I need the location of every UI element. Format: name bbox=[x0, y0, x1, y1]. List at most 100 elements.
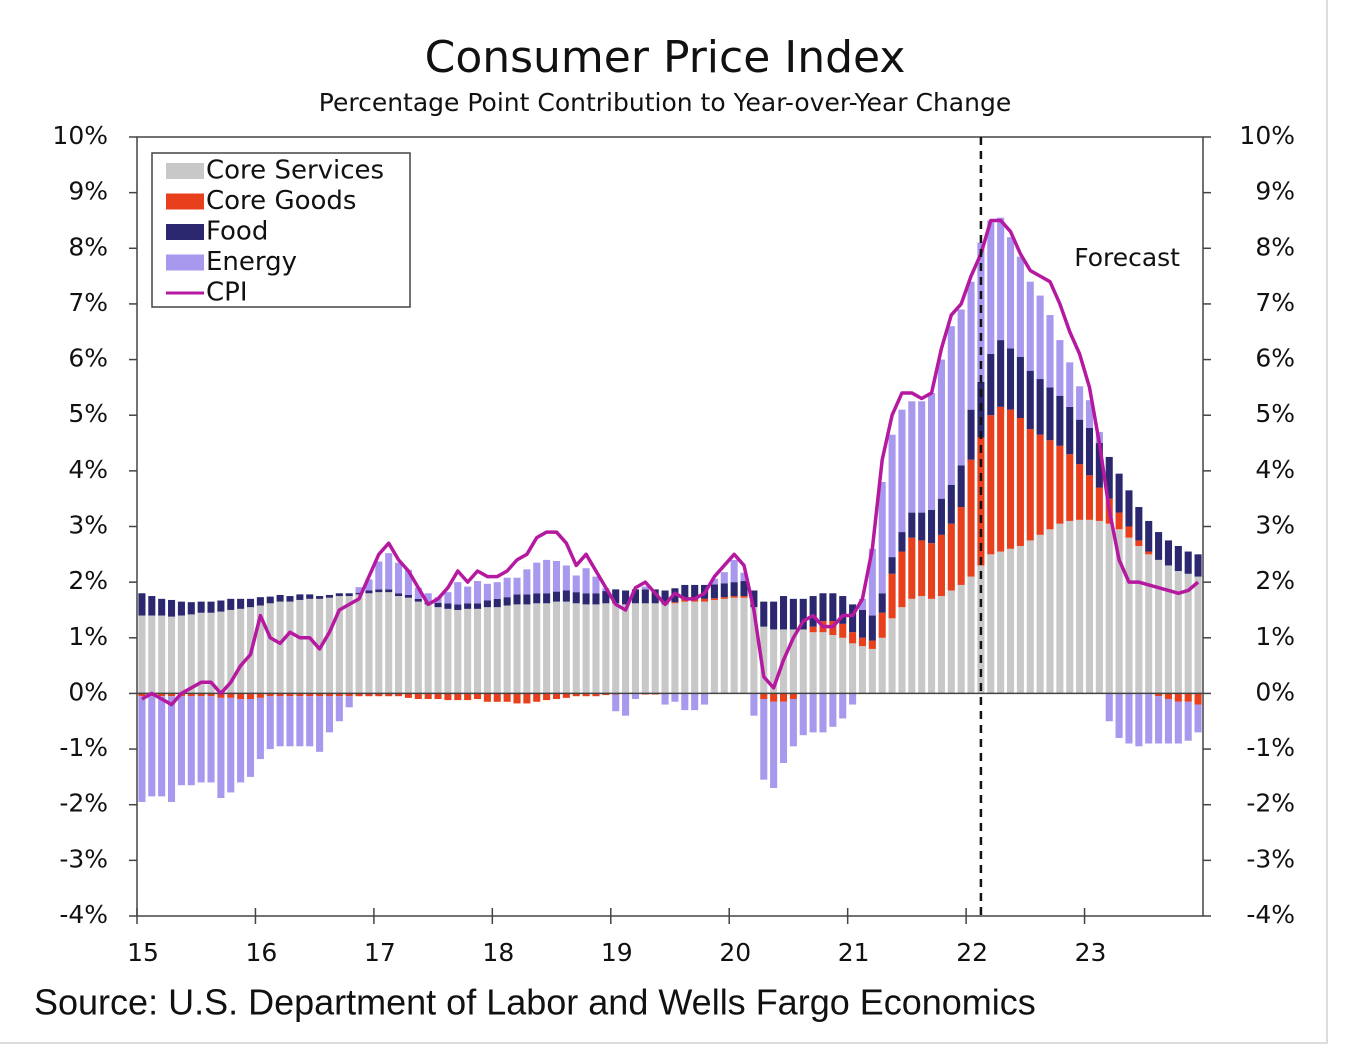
bar-segment bbox=[720, 583, 728, 598]
bar-segment bbox=[365, 590, 373, 594]
bar-segment bbox=[493, 598, 501, 608]
bar-segment bbox=[187, 614, 195, 694]
bar-segment bbox=[1085, 519, 1094, 694]
bar-segment bbox=[849, 643, 857, 694]
bar-segment bbox=[217, 697, 225, 799]
bar-segment bbox=[849, 604, 857, 633]
legend-label: Core Goods bbox=[206, 186, 356, 216]
bar-segment bbox=[355, 693, 363, 697]
y-tick-label: -3% bbox=[59, 844, 108, 873]
bar-segment bbox=[908, 512, 916, 538]
bar-segment bbox=[523, 604, 531, 694]
bar-segment bbox=[622, 604, 630, 694]
y2-tick-label: 4% bbox=[1255, 455, 1295, 484]
bar-segment bbox=[227, 598, 235, 610]
bar-segment bbox=[276, 601, 284, 694]
bar-segment bbox=[701, 601, 709, 694]
bar-segment bbox=[246, 693, 255, 699]
bar-segment bbox=[1115, 693, 1123, 738]
bar-segment bbox=[306, 594, 314, 599]
bar-segment bbox=[809, 693, 817, 733]
bar-segment bbox=[345, 596, 353, 694]
bar-segment bbox=[237, 608, 245, 694]
bar-segment bbox=[730, 559, 738, 583]
bar-segment bbox=[858, 609, 867, 638]
bar-segment bbox=[878, 593, 886, 613]
y2-tick-label: 7% bbox=[1255, 288, 1295, 317]
bar-segment bbox=[256, 605, 264, 694]
bar-segment bbox=[197, 693, 205, 697]
bar-segment bbox=[404, 594, 412, 598]
bar-segment bbox=[1115, 512, 1123, 530]
bar-segment bbox=[770, 693, 778, 702]
bar-segment bbox=[908, 598, 916, 694]
bar-segment bbox=[937, 596, 945, 694]
bar-segment bbox=[552, 591, 561, 602]
bar-segment bbox=[424, 693, 432, 699]
bar-segment bbox=[681, 693, 689, 711]
bar-segment bbox=[997, 340, 1005, 407]
bar-segment bbox=[306, 696, 314, 747]
legend-swatch bbox=[166, 254, 204, 271]
bar-segment bbox=[365, 593, 373, 694]
bar-segment bbox=[325, 693, 334, 697]
bar-segment bbox=[1125, 490, 1133, 527]
bar-segment bbox=[760, 693, 768, 699]
bar-segment bbox=[473, 608, 482, 694]
bar-segment bbox=[1164, 693, 1172, 699]
bar-segment bbox=[1076, 419, 1084, 465]
bar-segment bbox=[286, 596, 294, 602]
bar-segment bbox=[266, 693, 274, 697]
bar-segment bbox=[1194, 554, 1202, 577]
x-tick-label: 18 bbox=[482, 938, 514, 967]
y2-tick-label: 1% bbox=[1255, 622, 1295, 651]
bar-segment bbox=[543, 593, 551, 604]
bar-segment bbox=[967, 409, 975, 460]
bar-segment bbox=[631, 693, 639, 699]
bar-segment bbox=[1184, 573, 1192, 694]
bar-segment bbox=[918, 596, 926, 694]
bar-segment bbox=[878, 612, 886, 638]
bar-segment bbox=[1194, 576, 1202, 694]
bar-segment bbox=[296, 693, 304, 697]
bar-segment bbox=[1026, 540, 1034, 694]
bar-segment bbox=[720, 572, 728, 584]
bar-segment bbox=[316, 596, 324, 599]
bar-segment bbox=[1085, 400, 1094, 429]
bar-segment bbox=[197, 696, 205, 783]
bar-segment bbox=[1066, 406, 1074, 455]
bar-segment bbox=[395, 593, 403, 597]
legend-label: Core Services bbox=[206, 156, 384, 186]
bar-segment bbox=[681, 601, 689, 694]
bar-segment bbox=[1135, 545, 1143, 694]
bar-segment bbox=[957, 309, 965, 466]
bar-segment bbox=[720, 597, 728, 599]
bar-segment bbox=[878, 481, 886, 594]
bar-segment bbox=[1164, 540, 1172, 566]
bar-segment bbox=[789, 598, 797, 630]
bar-segment bbox=[947, 590, 955, 694]
bar-segment bbox=[839, 596, 847, 624]
y-tick-label: 8% bbox=[68, 232, 108, 261]
bar-segment bbox=[829, 635, 837, 694]
bar-segment bbox=[385, 553, 393, 590]
bar-segment bbox=[335, 696, 343, 722]
bar-segment bbox=[266, 696, 274, 750]
bar-segment bbox=[138, 593, 146, 616]
bar-segment bbox=[1174, 693, 1182, 702]
legend-label: CPI bbox=[206, 278, 248, 308]
bar-segment bbox=[306, 598, 314, 694]
bar-segment bbox=[533, 603, 541, 694]
bar-segment bbox=[641, 589, 649, 604]
bar-segment bbox=[503, 605, 511, 694]
bar-segment bbox=[908, 401, 916, 513]
bar-segment bbox=[1016, 545, 1024, 694]
y2-tick-label: 3% bbox=[1255, 511, 1295, 540]
y-tick-label: 7% bbox=[68, 288, 108, 317]
bar-segment bbox=[533, 593, 541, 604]
bar-segment bbox=[612, 603, 620, 694]
y2-tick-label: -1% bbox=[1246, 733, 1295, 762]
bar-segment bbox=[385, 693, 393, 697]
bar-segment bbox=[967, 576, 975, 694]
